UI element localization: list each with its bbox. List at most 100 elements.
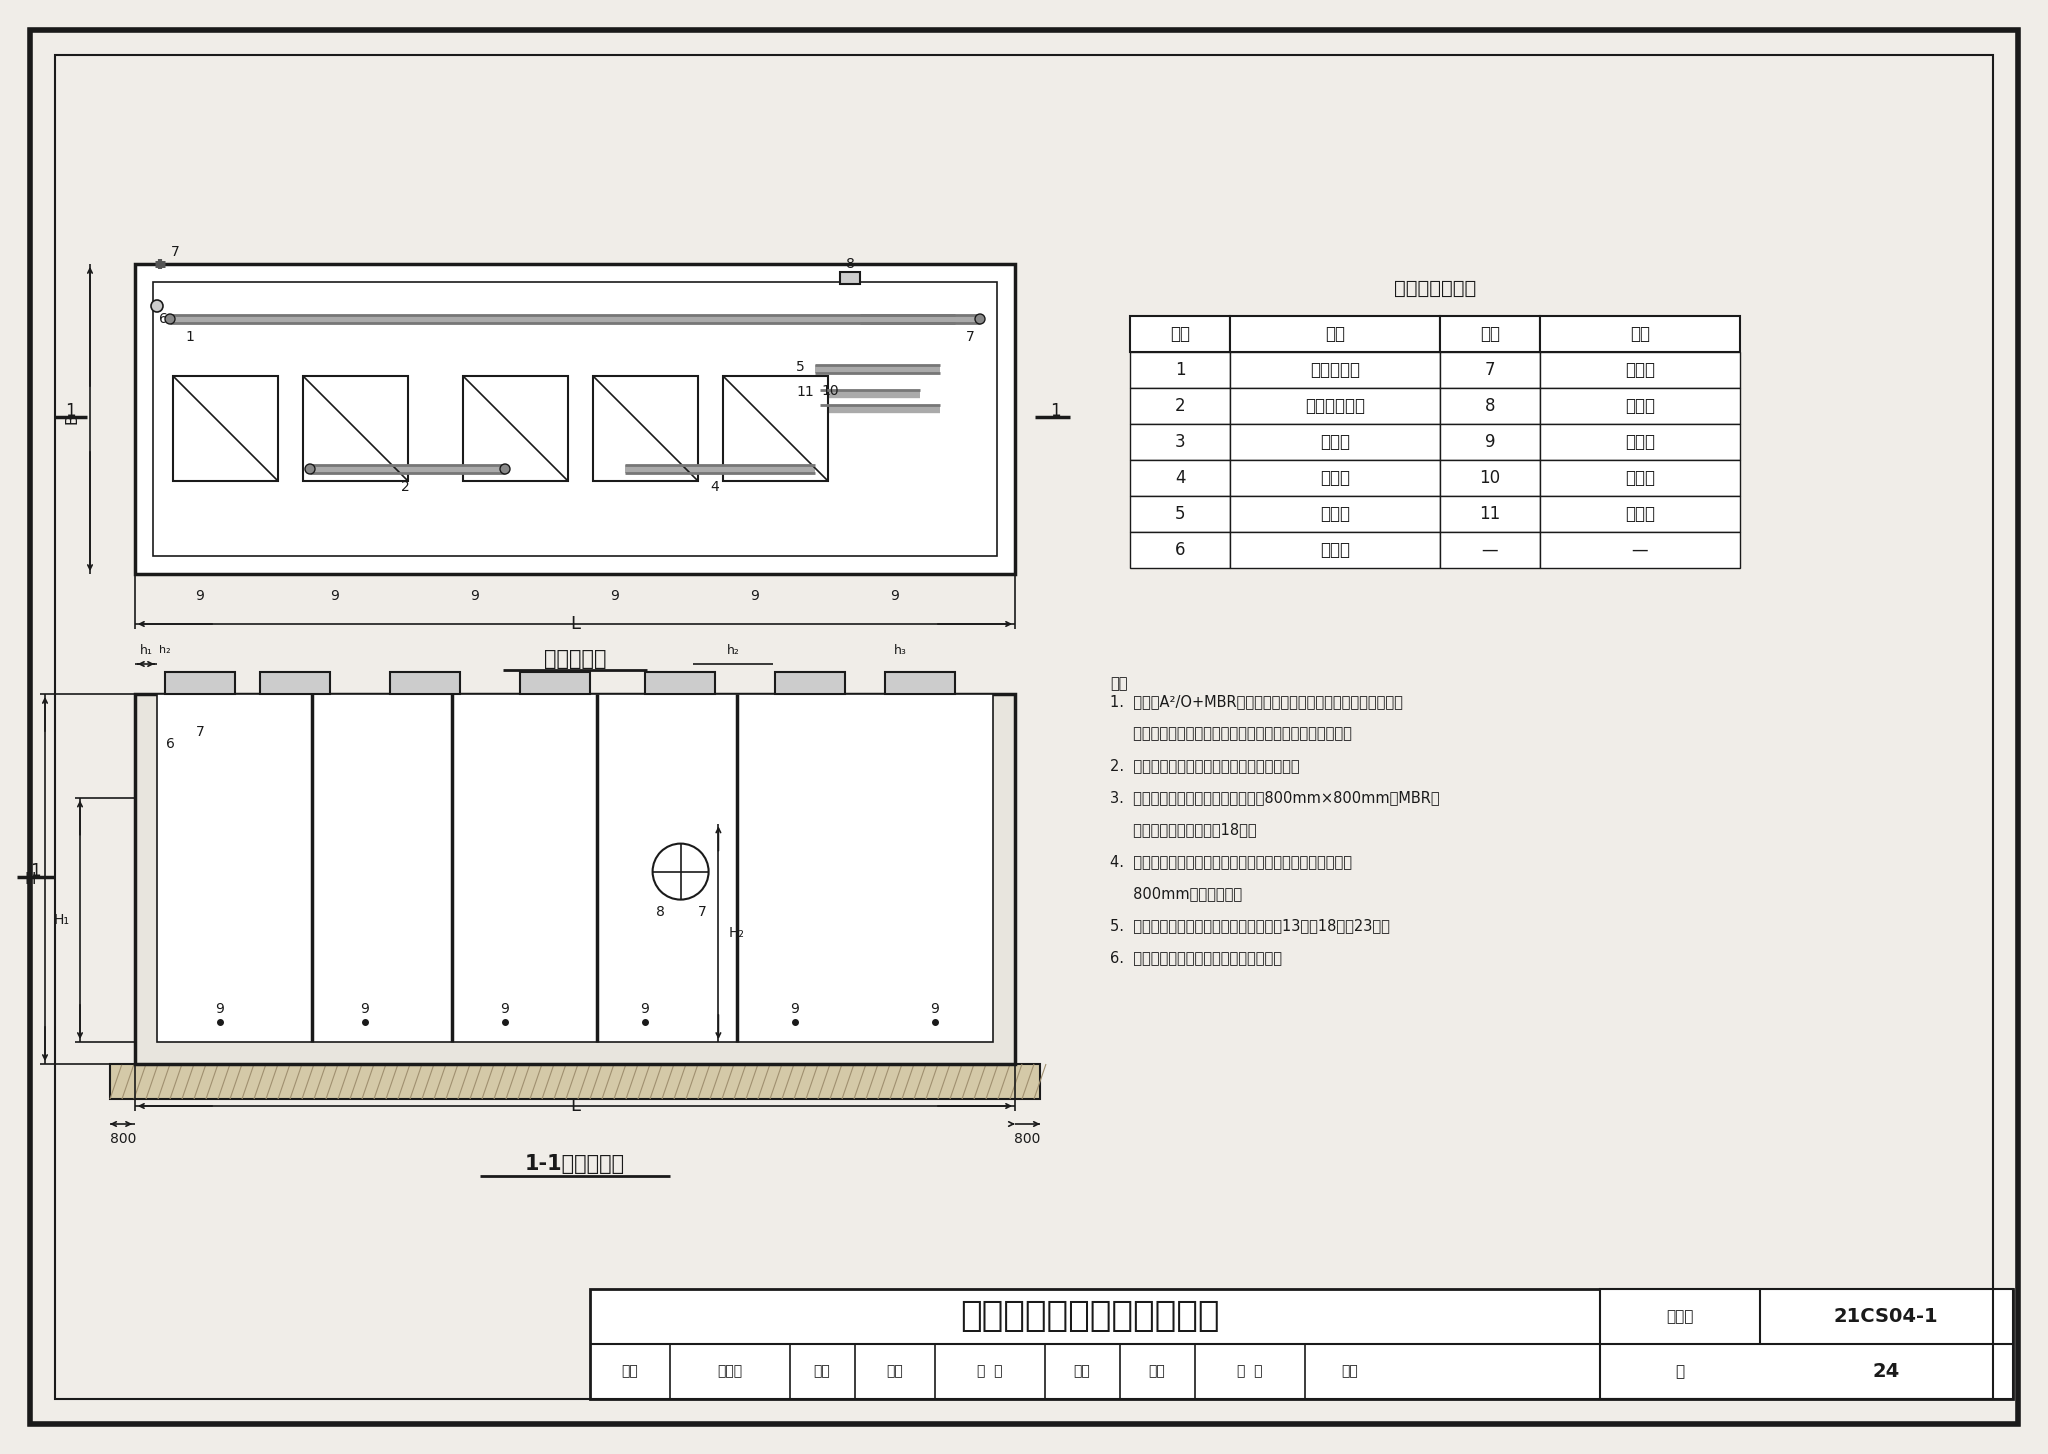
Text: 进水口: 进水口 <box>1321 541 1350 558</box>
Text: 9: 9 <box>750 589 760 603</box>
Text: 21CS04-1: 21CS04-1 <box>1833 1307 1937 1326</box>
Bar <box>111 1064 1040 1099</box>
Text: 9: 9 <box>471 589 479 603</box>
Bar <box>1130 532 1231 569</box>
Text: L: L <box>569 1096 580 1115</box>
Text: 1: 1 <box>1176 361 1186 379</box>
Bar <box>1540 425 1741 459</box>
Text: 审核: 审核 <box>623 1364 639 1378</box>
Text: 8: 8 <box>846 257 854 270</box>
Bar <box>1130 459 1231 496</box>
Text: L: L <box>569 615 580 632</box>
Text: 9: 9 <box>791 1002 799 1016</box>
Bar <box>520 672 590 694</box>
Bar <box>463 377 567 481</box>
Text: 排泥管: 排泥管 <box>1321 470 1350 487</box>
Text: h₁: h₁ <box>139 644 152 657</box>
Text: 编号: 编号 <box>1481 326 1499 343</box>
Bar <box>1599 1290 2013 1399</box>
Bar <box>172 377 279 481</box>
Bar <box>1440 316 1540 352</box>
Bar <box>1440 496 1540 532</box>
Circle shape <box>305 464 315 474</box>
Circle shape <box>152 300 164 313</box>
Text: 800: 800 <box>111 1133 135 1146</box>
Text: H: H <box>25 871 35 887</box>
Bar <box>1231 388 1440 425</box>
Bar <box>303 377 408 481</box>
Circle shape <box>975 314 985 324</box>
Text: 7: 7 <box>1485 361 1495 379</box>
Text: 8: 8 <box>655 904 666 919</box>
Text: 其他两种工艺地上式设备平面、剖面示意图可参考本图。: 其他两种工艺地上式设备平面、剖面示意图可参考本图。 <box>1110 726 1352 742</box>
Text: 4.  基坑底尺寸应满足施工操作要求，设备四周应留有不小于: 4. 基坑底尺寸应满足施工操作要求，设备四周应留有不小于 <box>1110 853 1352 869</box>
Text: 2: 2 <box>1176 397 1186 414</box>
Text: 10: 10 <box>821 384 840 398</box>
Text: 设计: 设计 <box>1149 1364 1165 1378</box>
Bar <box>1540 316 1741 352</box>
Text: 1.  本图为A²/O+MBR工艺地上式一体式设备平面、剖面示意图，: 1. 本图为A²/O+MBR工艺地上式一体式设备平面、剖面示意图， <box>1110 694 1403 710</box>
Text: 11: 11 <box>1479 505 1501 523</box>
Circle shape <box>166 314 174 324</box>
Text: 1: 1 <box>1051 401 1061 420</box>
Text: 加药管: 加药管 <box>1321 505 1350 523</box>
Text: 6: 6 <box>1176 541 1186 558</box>
Text: 9: 9 <box>891 589 899 603</box>
Text: 9: 9 <box>1485 433 1495 451</box>
Text: 名称: 名称 <box>1325 326 1346 343</box>
Bar <box>1231 459 1440 496</box>
Bar <box>1440 388 1540 425</box>
Text: 琢初: 琢初 <box>813 1364 829 1378</box>
Text: 9: 9 <box>500 1002 510 1016</box>
Bar <box>1130 388 1231 425</box>
Text: 9: 9 <box>930 1002 940 1016</box>
Text: 7: 7 <box>698 904 707 919</box>
Bar <box>1130 316 1231 352</box>
Text: 11: 11 <box>797 385 813 398</box>
Bar <box>590 1290 2013 1399</box>
Text: 平面示意图: 平面示意图 <box>545 648 606 669</box>
Bar <box>1540 532 1741 569</box>
Text: 2: 2 <box>401 480 410 494</box>
Text: 8: 8 <box>1485 397 1495 414</box>
Bar <box>260 672 330 694</box>
Bar <box>774 672 846 694</box>
Bar <box>1130 496 1231 532</box>
Text: 9: 9 <box>641 1002 649 1016</box>
Text: 9: 9 <box>195 589 205 603</box>
Text: 校对: 校对 <box>887 1364 903 1378</box>
Text: 3: 3 <box>1176 433 1186 451</box>
Text: 页: 页 <box>1675 1364 1686 1378</box>
Text: 24: 24 <box>1872 1362 1901 1381</box>
Text: H₂: H₂ <box>729 926 743 939</box>
Bar <box>723 377 827 481</box>
Text: 编号: 编号 <box>1169 326 1190 343</box>
Bar <box>1130 352 1231 388</box>
Text: 王岩松: 王岩松 <box>717 1364 743 1378</box>
Text: 9: 9 <box>330 589 340 603</box>
Bar <box>1231 425 1440 459</box>
Text: 800mm的操作空间。: 800mm的操作空间。 <box>1110 885 1243 901</box>
Text: 名称: 名称 <box>1630 326 1651 343</box>
Bar <box>1540 388 1741 425</box>
Text: 4: 4 <box>1176 470 1186 487</box>
Bar <box>1440 352 1540 388</box>
Bar <box>166 672 236 694</box>
Text: 5.  根据工艺不同，图中详细尺寸见本图集13页、18页和23页。: 5. 根据工艺不同，图中详细尺寸见本图集13页、18页和23页。 <box>1110 917 1391 933</box>
Text: 硝化液回流管: 硝化液回流管 <box>1305 397 1366 414</box>
Text: 出水口: 出水口 <box>1624 397 1655 414</box>
Bar <box>154 282 997 555</box>
Text: h₂: h₂ <box>727 644 739 657</box>
Bar <box>1440 532 1540 569</box>
Text: h₃: h₃ <box>895 644 907 657</box>
Text: 10: 10 <box>1479 470 1501 487</box>
Text: 王  岩: 王 岩 <box>977 1364 1004 1378</box>
Text: 李  旻: 李 旻 <box>1237 1364 1264 1378</box>
Bar <box>1231 352 1440 388</box>
Bar <box>1440 425 1540 459</box>
Bar <box>135 265 1016 574</box>
Text: 图集号: 图集号 <box>1667 1309 1694 1325</box>
Text: 6: 6 <box>166 737 174 752</box>
Bar <box>1130 425 1231 459</box>
Text: 6.  设备基础基底应埋置在冻土深度以下。: 6. 设备基础基底应埋置在冻土深度以下。 <box>1110 949 1282 965</box>
